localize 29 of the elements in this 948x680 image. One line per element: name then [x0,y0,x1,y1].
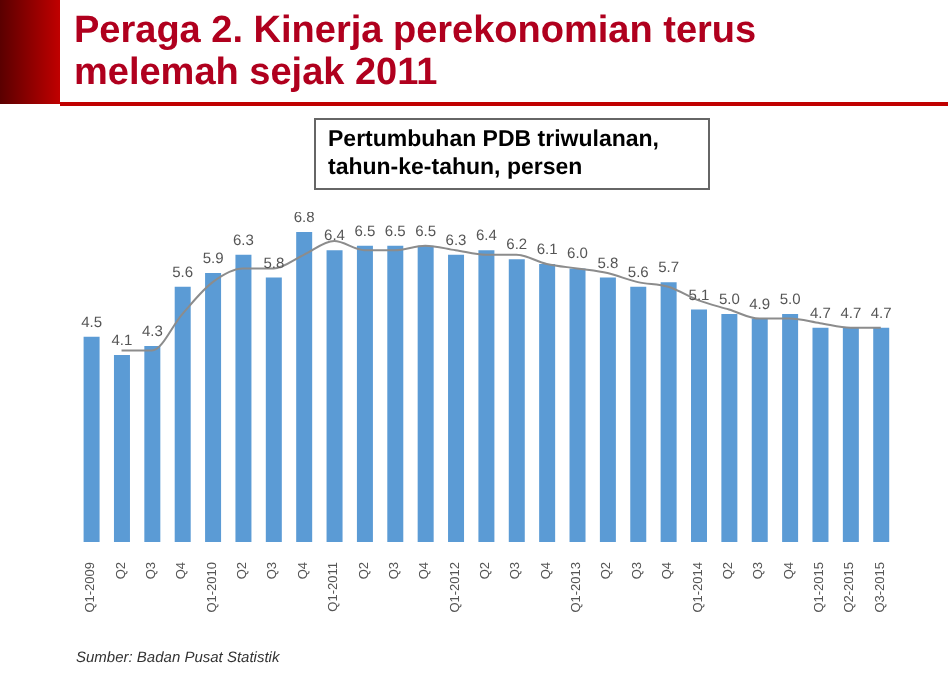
bar [113,355,130,542]
bar [235,254,252,542]
bar [751,318,768,542]
bar [205,273,222,542]
bar [812,327,829,542]
bar [539,263,556,542]
bar [721,314,738,542]
bar [691,309,707,542]
bar [174,286,191,542]
bar [417,245,434,542]
bar [387,245,404,542]
bar [296,232,313,542]
bar [478,250,495,542]
bar [630,286,647,542]
bar [326,250,343,542]
bar [144,345,161,542]
bar [83,336,100,542]
bar [782,314,799,542]
bar [356,245,373,542]
chart-subtitle: Pertumbuhan PDB triwulanan, tahun-ke-tahun, persen [314,118,710,190]
bar [569,268,586,542]
chart-title: Peraga 2. Kinerja perekonomian terus melemah sejak 2011 [74,10,759,94]
bar [599,277,616,542]
bar [265,277,282,542]
bar [873,327,890,542]
bar [448,254,465,542]
bar [842,327,859,542]
bar [660,282,677,542]
bar [508,259,525,542]
